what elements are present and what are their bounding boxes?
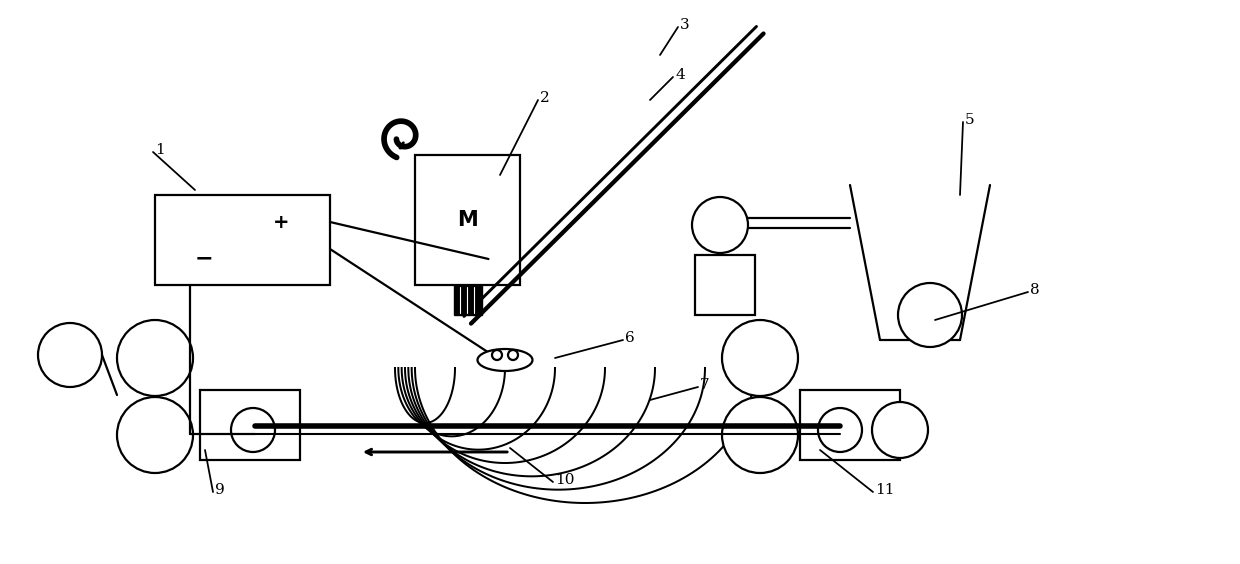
Circle shape bbox=[722, 320, 799, 396]
Text: +: + bbox=[273, 213, 289, 231]
Bar bbox=[694, 255, 755, 315]
Text: 10: 10 bbox=[556, 473, 574, 487]
Text: 11: 11 bbox=[875, 483, 894, 497]
Circle shape bbox=[117, 397, 193, 473]
Circle shape bbox=[117, 320, 193, 396]
Ellipse shape bbox=[477, 349, 532, 371]
Bar bbox=[200, 390, 300, 460]
Text: M: M bbox=[458, 210, 477, 230]
Circle shape bbox=[818, 408, 862, 452]
Circle shape bbox=[872, 402, 928, 458]
Text: 7: 7 bbox=[701, 378, 709, 392]
Circle shape bbox=[692, 197, 748, 253]
Circle shape bbox=[38, 323, 102, 387]
Bar bbox=[454, 285, 481, 315]
Text: 1: 1 bbox=[155, 143, 165, 157]
Text: 5: 5 bbox=[965, 113, 975, 127]
Text: 8: 8 bbox=[1030, 283, 1039, 297]
Text: −: − bbox=[195, 248, 213, 268]
Text: 6: 6 bbox=[625, 331, 635, 345]
Bar bbox=[800, 390, 900, 460]
Text: 4: 4 bbox=[675, 68, 684, 82]
Circle shape bbox=[722, 397, 799, 473]
Circle shape bbox=[231, 408, 275, 452]
Circle shape bbox=[508, 350, 518, 360]
Circle shape bbox=[492, 350, 502, 360]
Text: 2: 2 bbox=[539, 91, 549, 105]
Bar bbox=[415, 155, 520, 285]
Bar bbox=[155, 195, 330, 285]
Text: 3: 3 bbox=[680, 18, 689, 32]
Text: 9: 9 bbox=[215, 483, 224, 497]
Circle shape bbox=[898, 283, 962, 347]
